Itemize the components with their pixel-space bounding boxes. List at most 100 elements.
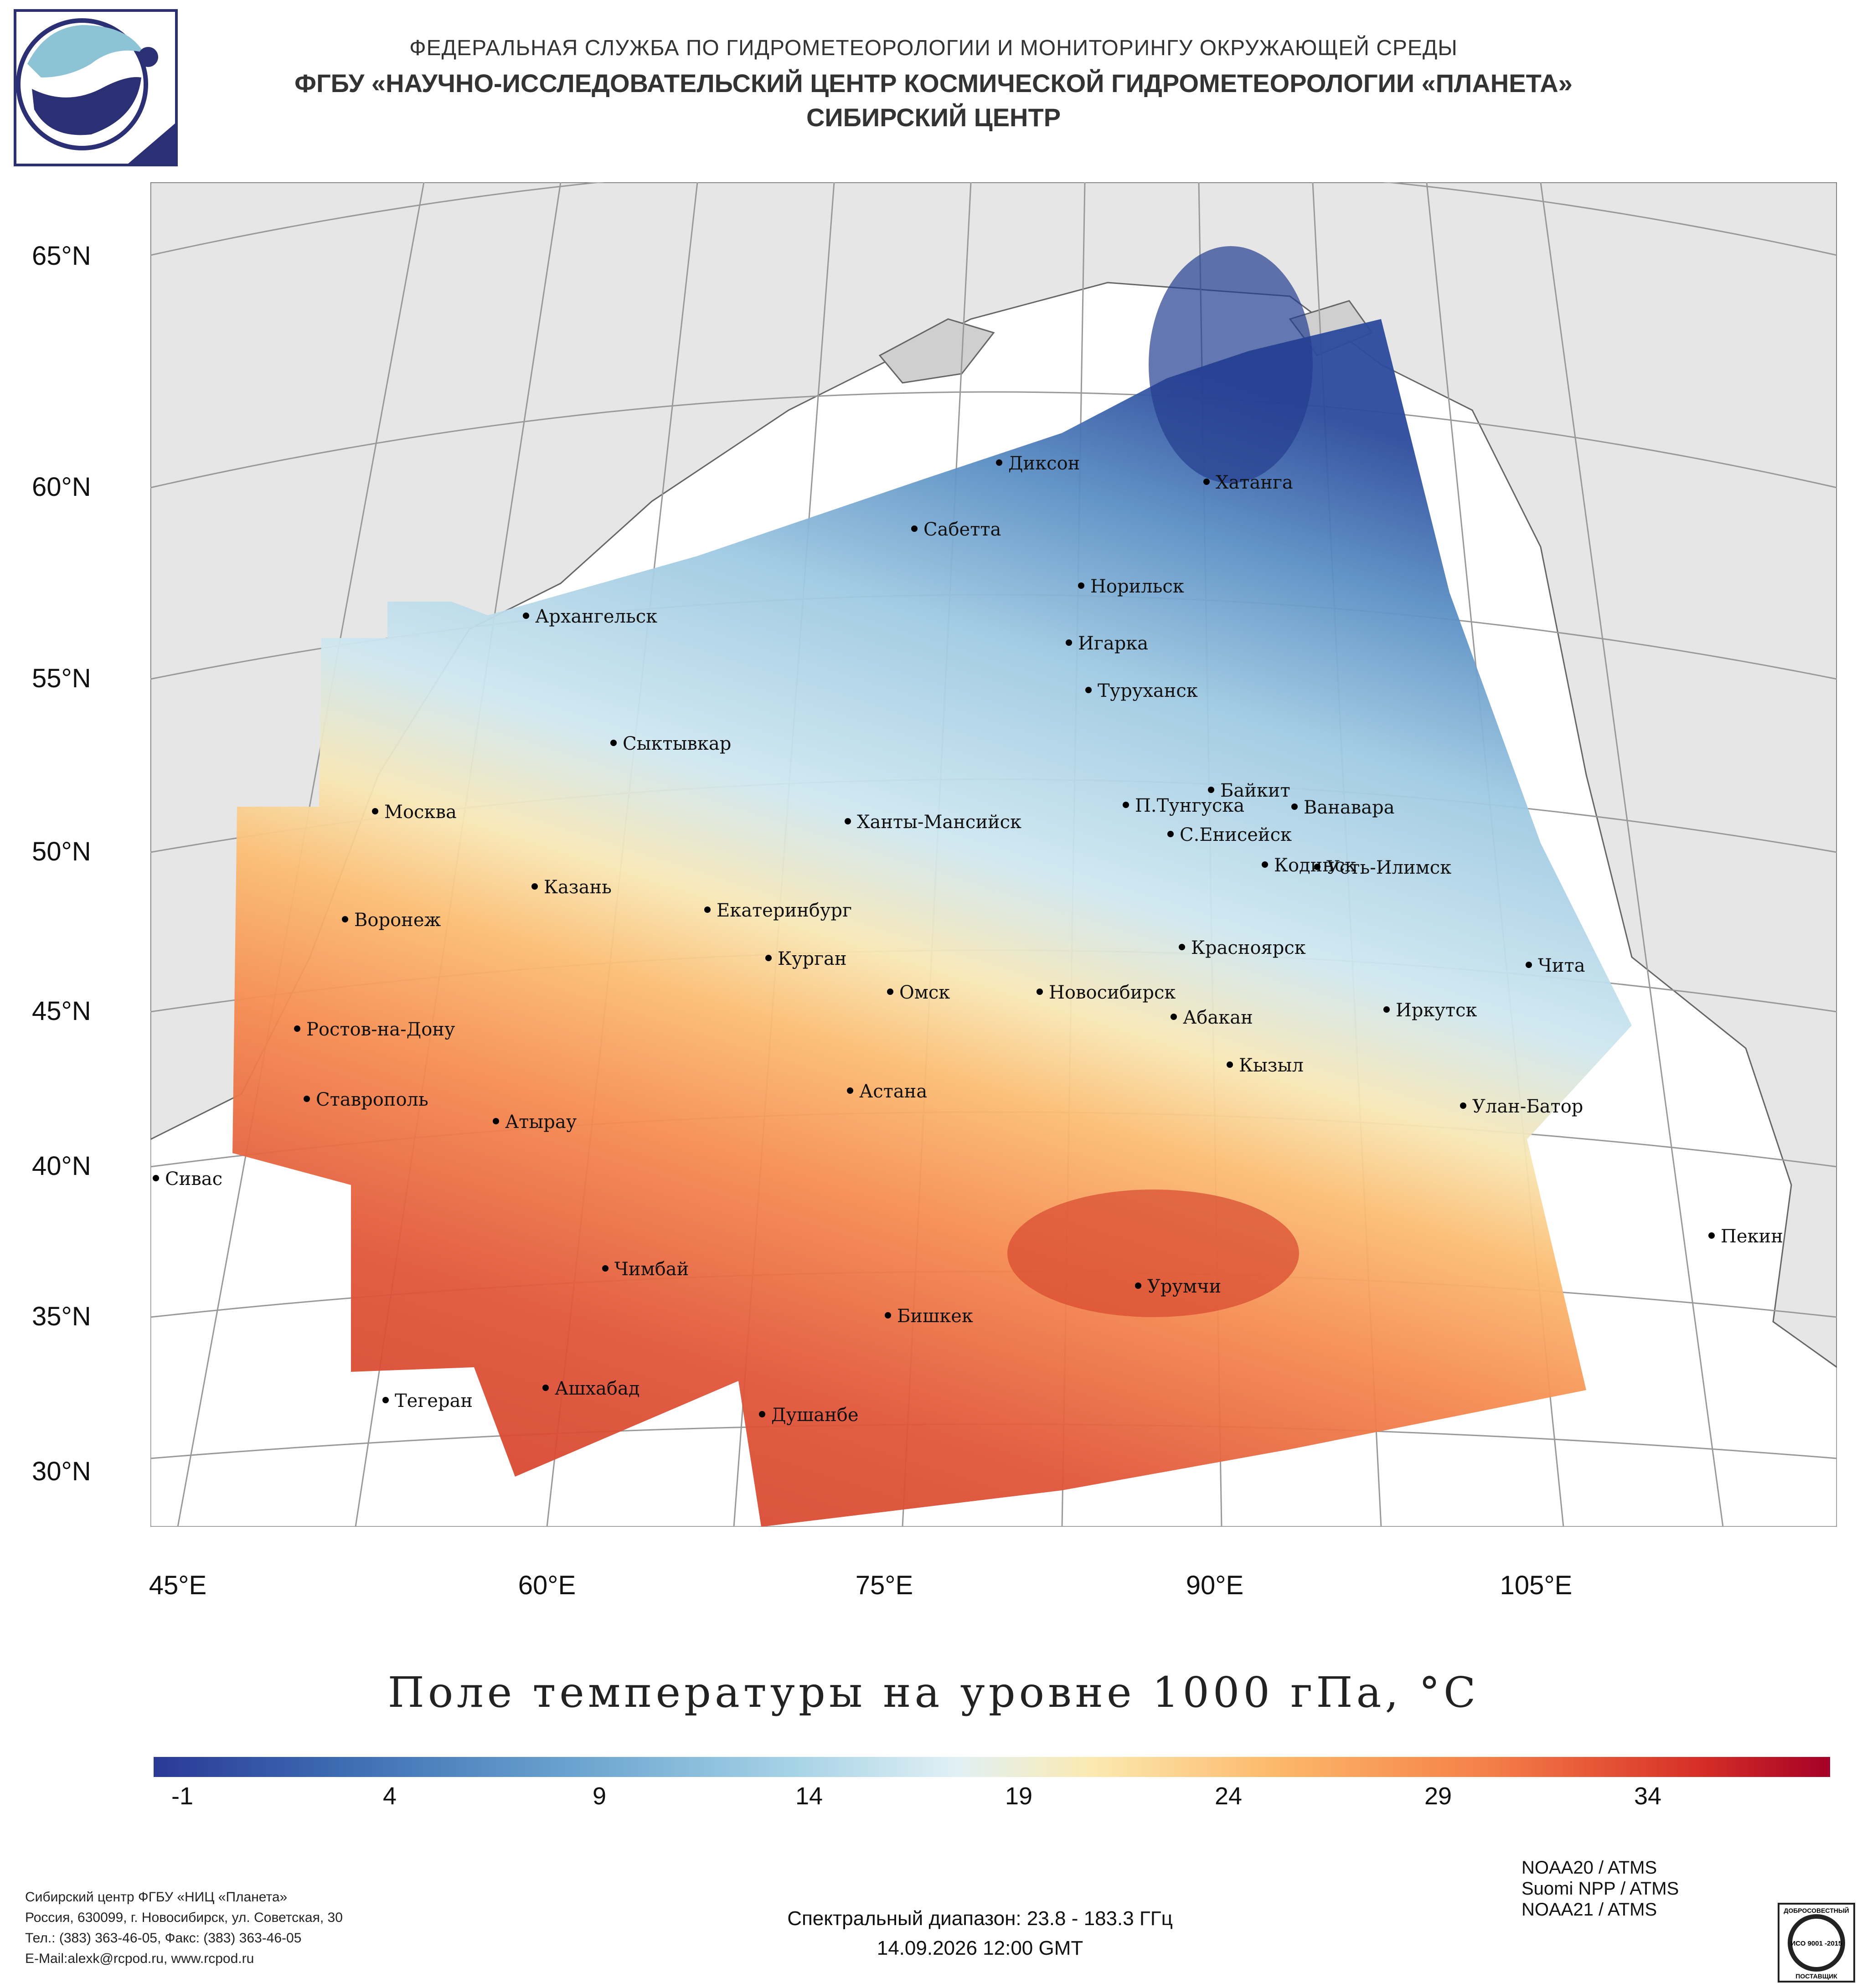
lat-label-35: 35°N: [32, 1302, 91, 1331]
city-dot: [493, 1118, 499, 1124]
city-dot: [1526, 962, 1532, 968]
colorbar: [154, 1757, 1830, 1777]
city-label-igarka: Игарка: [1078, 633, 1148, 654]
city-dot: [531, 883, 538, 890]
city-label-voronezh: Воронеж: [354, 910, 441, 931]
satellite-item: NOAA21 / ATMS: [1521, 1900, 1657, 1920]
city-label-novosibirsk: Новосибирск: [1049, 982, 1176, 1003]
city-dot: [1135, 1282, 1141, 1289]
city-label-khatanga: Хатанга: [1216, 472, 1293, 493]
city-label-sivas: Сивас: [165, 1169, 222, 1190]
iso-bottom: ПОСТАВЩИК: [1795, 1973, 1837, 1980]
iso-badge: ДОБРОСОВЕСТНЫЙ ИСО 9001 -2015 ПОСТАВЩИК: [1778, 1903, 1855, 1983]
colorbar-tick: 24: [1214, 1782, 1243, 1810]
satellite-list: NOAA20 / ATMS Suomi NPP / ATMS NOAA21 / …: [1521, 1857, 1679, 1920]
city-markers: Диксон Хатанга Сабетта Норильск Архангел…: [153, 453, 1783, 1426]
city-dot: [1262, 861, 1268, 868]
city-dot: [1208, 787, 1214, 793]
city-label-norilsk: Норильск: [1090, 576, 1184, 597]
city-label-sabetta: Сабетта: [923, 519, 1001, 540]
city-label-baikit: Байкит: [1220, 780, 1290, 801]
city-dot: [1171, 1014, 1177, 1020]
city-label-atyrau: Атырау: [505, 1112, 577, 1133]
center-title: СИБИРСКИЙ ЦЕНТР: [806, 103, 1061, 132]
city-dot: [1708, 1232, 1715, 1239]
lat-label-55: 55°N: [32, 664, 91, 693]
lat-label-50: 50°N: [32, 837, 91, 866]
city-label-ekaterinburg: Екатеринбург: [717, 900, 852, 921]
lat-label-30: 30°N: [32, 1457, 91, 1486]
lat-label-45: 45°N: [32, 996, 91, 1026]
city-label-p-tunguska: П.Тунгуска: [1135, 795, 1244, 816]
city-label-s-eniseysk: С.Енисейск: [1180, 824, 1292, 845]
city-label-kazan: Казань: [544, 877, 612, 898]
lat-label-60: 60°N: [32, 472, 91, 502]
city-label-ulan-bator: Улан-Батор: [1472, 1096, 1583, 1117]
city-label-urumqi: Урумчи: [1147, 1276, 1221, 1297]
city-label-abakan: Абакан: [1183, 1007, 1253, 1028]
org-contacts: Сибирский центр ФГБУ «НИЦ «Планета» Росс…: [25, 1887, 343, 1969]
city-dot: [523, 613, 529, 619]
temperature-map: Диксон Хатанга Сабетта Норильск Архангел…: [150, 182, 1837, 1527]
city-dot: [342, 916, 348, 922]
warm-core: [1007, 1190, 1299, 1317]
cold-core: [1149, 246, 1313, 483]
colorbar-tick: 9: [592, 1782, 607, 1810]
lat-label-65: 65°N: [32, 241, 91, 271]
city-label-turukhansk: Туруханск: [1098, 680, 1198, 701]
city-label-bishkek: Бишкек: [897, 1306, 973, 1327]
city-dot: [1383, 1006, 1390, 1013]
iso-top: ДОБРОСОВЕСТНЫЙ: [1784, 1906, 1849, 1914]
city-dot: [542, 1385, 549, 1391]
org-line: E-Mail:alexk@rcpod.ru, www.rcpod.ru: [25, 1951, 254, 1966]
city-dot: [304, 1096, 310, 1102]
city-label-chita: Чита: [1538, 955, 1585, 976]
city-dot: [1291, 803, 1298, 810]
lon-label-45: 45°E: [149, 1571, 207, 1600]
city-label-rostov: Ростов-на-Дону: [306, 1019, 455, 1040]
city-dot: [911, 525, 918, 532]
colorbar-tick: 14: [795, 1782, 823, 1810]
city-dot: [1179, 944, 1185, 950]
lon-label-90: 90°E: [1186, 1571, 1244, 1600]
lat-label-40: 40°N: [32, 1151, 91, 1181]
planeta-logo: [14, 9, 178, 166]
city-label-kyzyl: Кызыл: [1239, 1055, 1304, 1076]
colorbar-tick: 4: [382, 1782, 397, 1810]
city-dot: [1123, 802, 1129, 808]
city-dot: [1085, 687, 1092, 693]
city-dot: [602, 1265, 609, 1272]
city-dot: [1167, 831, 1174, 837]
spectral-range: Спектральный диапазон: 23.8 - 183.3 ГГц: [787, 1907, 1173, 1930]
city-label-stavropol: Ставрополь: [316, 1089, 428, 1110]
org-line: Россия, 630099, г. Новосибирск, ул. Сове…: [25, 1910, 343, 1925]
city-label-irkutsk: Иркутск: [1396, 1000, 1477, 1021]
org-line: Тел.: (383) 363-46-05, Факс: (383) 363-4…: [25, 1931, 302, 1946]
city-dot: [1314, 864, 1320, 870]
org-line: Сибирский центр ФГБУ «НИЦ «Планета»: [25, 1890, 288, 1905]
satellite-item: Suomi NPP / ATMS: [1521, 1879, 1679, 1899]
city-label-kurgan: Курган: [778, 948, 847, 969]
city-dot: [1037, 989, 1043, 995]
city-label-pekin: Пекин: [1721, 1226, 1783, 1247]
city-dot: [996, 459, 1002, 466]
city-label-moskva: Москва: [384, 802, 457, 823]
city-label-omsk: Омск: [899, 982, 950, 1003]
city-label-arkhangelsk: Архангельск: [535, 606, 657, 627]
colorbar-tick: -1: [171, 1782, 193, 1810]
city-dot: [845, 818, 851, 824]
city-label-dikson: Диксон: [1008, 453, 1080, 474]
lon-label-105: 105°E: [1500, 1571, 1573, 1600]
city-dot: [885, 1312, 891, 1318]
lon-label-60: 60°E: [518, 1571, 576, 1600]
institute-title: ФГБУ «НАУЧНО-ИССЛЕДОВАТЕЛЬСКИЙ ЦЕНТР КОС…: [294, 69, 1573, 98]
city-label-dushanbe: Душанбе: [771, 1405, 859, 1426]
city-dot: [847, 1087, 853, 1094]
city-label-syktyvkar: Сыктывкар: [623, 733, 731, 754]
city-dot: [1227, 1061, 1233, 1068]
city-label-vanavara: Ванавара: [1304, 797, 1395, 818]
city-dot: [372, 808, 378, 814]
city-dot: [759, 1411, 765, 1417]
agency-title: ФЕДЕРАЛЬНАЯ СЛУЖБА ПО ГИДРОМЕТЕОРОЛОГИИ …: [409, 36, 1458, 60]
city-label-khanty-mansiysk: Ханты-Мансийск: [857, 812, 1021, 833]
